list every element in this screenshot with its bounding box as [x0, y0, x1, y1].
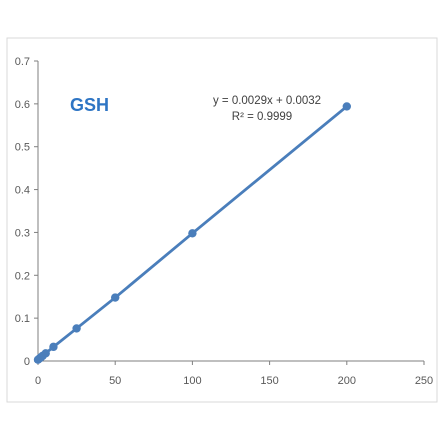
x-tick-label: 250 [415, 375, 433, 387]
trendline-r2: R² = 0.9999 [232, 111, 292, 123]
data-point [111, 293, 120, 302]
x-tick-label: 0 [35, 375, 41, 387]
data-point [72, 324, 81, 333]
chart-border [6, 37, 438, 403]
y-tick-label: 0 [24, 356, 30, 368]
y-tick-label: 0.2 [15, 270, 30, 282]
trendline-equation: y = 0.0029x + 0.0032 [213, 95, 321, 107]
x-tick-label: 100 [183, 375, 201, 387]
data-point [342, 102, 351, 111]
x-tick-label: 50 [109, 375, 121, 387]
x-tick-label: 150 [260, 375, 278, 387]
data-point [188, 229, 197, 238]
y-tick-label: 0.6 [15, 99, 30, 111]
data-point [49, 342, 58, 352]
data-point [41, 349, 50, 358]
y-tick-label: 0.3 [15, 227, 30, 239]
y-axis: 0 0.1 0.2 0.3 0.4 0.5 0.6 0.7 [15, 56, 39, 368]
data-points [33, 102, 351, 364]
x-tick-label: 200 [338, 375, 356, 387]
chart-title: GSH [70, 95, 109, 115]
y-tick-label: 0.7 [15, 56, 30, 68]
y-tick-label: 0.4 [15, 185, 30, 197]
x-axis: 0 50 100 150 200 250 [35, 360, 433, 387]
y-tick-label: 0.5 [15, 142, 30, 154]
y-tick-label: 0.1 [15, 313, 30, 325]
